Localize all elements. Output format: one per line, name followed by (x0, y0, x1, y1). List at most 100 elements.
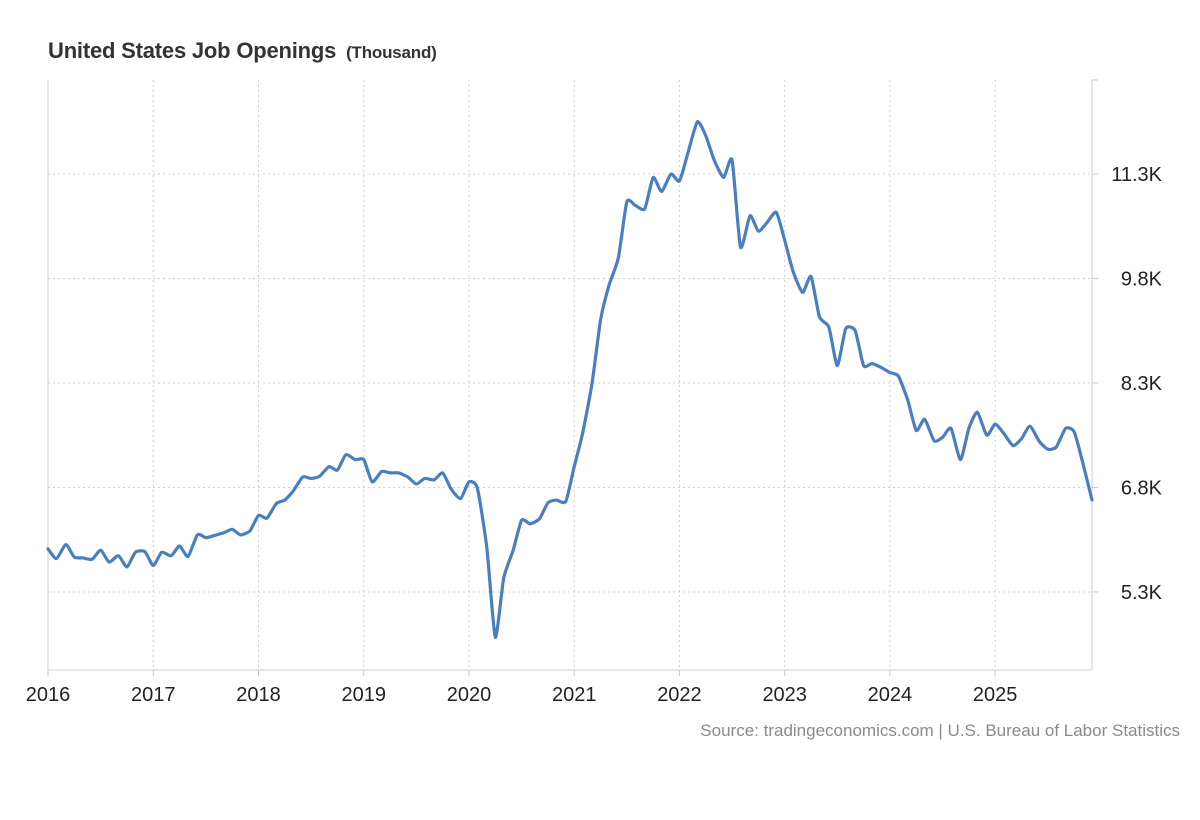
data-point (1018, 436, 1024, 442)
data-point (703, 133, 709, 139)
data-point (887, 370, 893, 376)
x-tick-label: 2022 (657, 684, 702, 706)
data-point (379, 468, 385, 474)
data-point (580, 430, 586, 436)
y-tick-label: 5.3K (1121, 582, 1163, 604)
data-point (852, 328, 858, 334)
data-point (729, 157, 735, 163)
axes (47, 79, 1098, 676)
data-point (300, 474, 306, 480)
data-point (1010, 443, 1016, 449)
data-point (905, 397, 911, 403)
data-point (466, 479, 472, 485)
data-point (598, 317, 604, 323)
data-point (150, 563, 156, 569)
data-point (957, 457, 963, 463)
x-tick-label: 2021 (552, 684, 597, 706)
data-point (624, 199, 630, 205)
x-tick-label: 2025 (973, 684, 1018, 706)
data-point (413, 481, 419, 487)
chart-title: United States Job Openings (Thousand) (48, 38, 437, 64)
data-point (1036, 439, 1042, 445)
data-point (632, 202, 638, 208)
data-point (685, 150, 691, 156)
data-point (264, 515, 270, 521)
data-point (966, 425, 972, 431)
data-point (510, 547, 516, 553)
x-tick-label: 2017 (131, 684, 176, 706)
data-point (834, 363, 840, 369)
data-point (721, 175, 727, 181)
data-point (782, 237, 788, 243)
chart-title-text: United States Job Openings (48, 38, 337, 63)
data-point (317, 473, 323, 479)
data-point (116, 553, 122, 559)
data-point (308, 475, 314, 481)
data-point (194, 532, 200, 538)
data-point (519, 517, 525, 523)
data-point (132, 549, 138, 555)
data-point (589, 380, 595, 386)
data-point (1063, 425, 1069, 431)
data-point (45, 546, 51, 552)
data-point (922, 416, 928, 422)
series-layer (45, 120, 1095, 640)
data-point (89, 556, 95, 562)
data-point (606, 282, 612, 288)
data-point (124, 564, 130, 570)
data-point (948, 425, 954, 431)
data-point (974, 409, 980, 415)
data-point (1071, 429, 1077, 435)
data-point (431, 477, 437, 483)
y-tick-label: 6.8K (1121, 477, 1163, 499)
data-point (334, 467, 340, 473)
data-point (1080, 459, 1086, 465)
data-point (98, 547, 104, 553)
data-point (826, 324, 832, 330)
data-point (395, 470, 401, 476)
data-point (255, 512, 261, 518)
data-point (361, 457, 367, 463)
data-point (422, 475, 428, 481)
data-point (861, 363, 867, 369)
data-point (238, 532, 244, 538)
data-point (659, 188, 665, 194)
data-point (800, 289, 806, 295)
data-point (1089, 497, 1095, 503)
data-point (247, 528, 253, 534)
data-point (984, 432, 990, 438)
data-point (458, 496, 464, 502)
data-point (1053, 444, 1059, 450)
data-point (474, 485, 480, 491)
data-point (536, 516, 542, 522)
data-point (203, 535, 209, 541)
grid-lines (48, 80, 1092, 670)
data-point (869, 361, 875, 367)
data-point (1001, 430, 1007, 436)
data-point (440, 470, 446, 476)
data-point (142, 549, 148, 555)
data-point (221, 530, 227, 536)
data-point (211, 533, 217, 539)
data-point (448, 486, 454, 492)
data-point (913, 427, 919, 433)
data-point (747, 213, 753, 219)
data-point (1045, 446, 1051, 452)
y-tick-label: 8.3K (1121, 373, 1163, 395)
data-point (229, 526, 235, 532)
data-point (484, 545, 490, 551)
data-point (492, 634, 498, 640)
data-point (992, 421, 998, 427)
data-point (553, 497, 559, 503)
data-point (106, 559, 112, 565)
data-point (159, 549, 165, 555)
data-point (668, 171, 674, 177)
data-point (343, 452, 349, 458)
data-point (816, 314, 822, 320)
data-point (80, 555, 86, 561)
data-point (879, 365, 885, 371)
data-point (527, 521, 533, 527)
data-point (711, 157, 717, 163)
data-point (71, 554, 77, 560)
data-point (168, 553, 174, 559)
